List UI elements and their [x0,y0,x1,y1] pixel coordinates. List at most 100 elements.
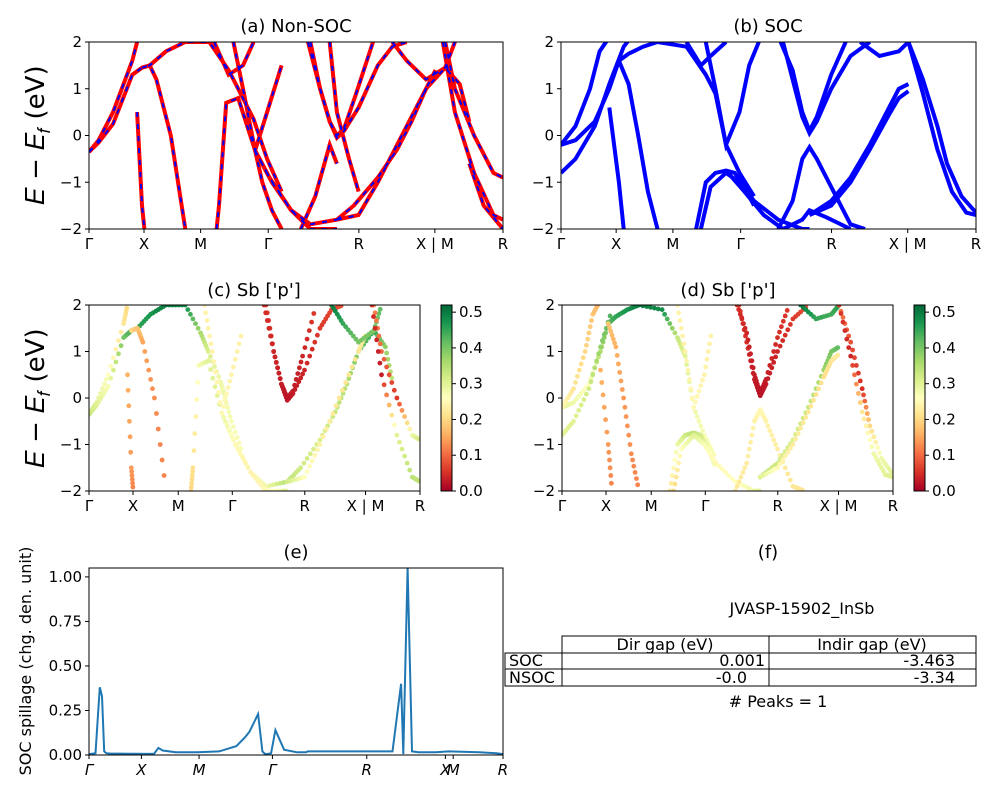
panel-d-point [771,437,777,443]
panel-d-point [744,460,750,466]
panel-c-point [223,421,229,426]
panel-d-point [600,392,606,398]
panel-d-point [852,372,857,378]
panel-c-point [307,463,313,469]
panel-c-point [268,333,273,339]
panel-c-point [214,379,220,385]
panel-c-xtick-label: R [300,497,310,515]
panel-d-point [635,482,641,488]
panel-c-point [333,403,339,409]
panel-d-point [848,339,854,345]
panel-d-point [785,471,791,477]
panel-d-point [587,324,593,330]
panel-c-point [399,446,405,452]
panel-d-cbar-tick-label: 0.1 [932,446,956,464]
panel-d-point [775,446,780,452]
panel-c-point [189,477,195,482]
panel-d-point [682,353,688,359]
panel-d-point [627,442,633,447]
panel-c-point [226,409,232,415]
panel-c-point [128,449,134,455]
panel-d-point [869,444,875,450]
panel-d-point [765,423,771,429]
panel-c-point [300,353,305,359]
panel-d-xtick-label: Γ [558,497,567,515]
panel-d-point [850,363,855,368]
panel-c-point [264,318,270,323]
panel-d-point [601,404,607,410]
panel-b-band-14 [808,89,910,217]
panel-c-point [307,451,313,457]
panel-d-point [625,423,630,429]
panel-c-point [148,377,154,382]
panel-c-point [374,318,379,323]
panel-c-point [272,354,278,360]
panel-c-point [309,458,315,464]
panel-c-point [297,365,302,371]
panel-d-point [590,372,596,378]
panel-c-xtick-label: M [172,497,185,515]
panel-c-point [385,356,391,362]
panel-d-ytick-label: 1 [545,343,555,361]
panel-d-point [720,466,725,472]
panel-f-title: (f) [758,542,778,563]
panel-d-point [693,409,698,415]
panel-d-point [741,321,746,326]
panel-c-point [377,360,383,366]
panel-c-point [338,305,344,309]
panel-c-title: (c) Sb ['p'] [207,280,301,301]
panel-d-point [857,400,863,405]
panel-d-point [700,377,705,383]
panel-d-point [745,337,751,343]
panel-d-point [852,355,857,361]
panel-c-point [304,360,310,366]
panel-d-point [609,332,615,338]
panel-d-point [622,404,628,410]
panel-c-point [207,333,213,339]
panel-c-point [105,384,111,389]
panel-e-xtick-label: R [362,761,372,779]
panel-c-point [208,354,213,359]
panel-c-point [155,426,161,432]
panel-c-point [108,363,114,369]
panel-d-point [867,437,873,443]
panel-d-point [782,465,788,471]
panel-d-xtick-label: X | M [820,497,858,515]
panel-d-point [648,305,653,310]
panel-d-point [601,332,607,337]
panel-c-point [312,339,318,345]
panel-d-point [744,330,750,336]
panel-c-point [190,469,196,474]
panel-c-point [227,378,233,384]
panel-d-point [687,377,692,382]
panel-d-point [779,324,784,330]
panel-c-point [271,349,277,354]
panel-d-xtick-label: R [888,497,898,515]
panel-c-point [203,310,209,316]
panel-d-point [782,453,788,459]
panel-c-point [340,387,345,393]
panel-d-point [780,338,786,343]
panel-c-point [205,325,211,331]
panel-c-point [105,372,111,378]
panel-a-band-blue-17 [441,42,503,221]
panel-d-point [769,356,775,361]
panel-c-point [126,403,132,409]
panel-d-cbar-tick-label: 0.2 [932,410,956,428]
panel-d-point [652,305,657,311]
panel-d-point [628,451,634,457]
panel-a-band-blue-10 [328,42,360,192]
panel-d-point [875,445,880,450]
panel-d-point [691,404,696,410]
table-row-soc-indir: -3.463 [903,651,955,670]
panel-d-point [604,429,610,435]
panel-c-xtick-label: Γ [228,497,237,515]
panel-b-band-16 [906,42,976,214]
table-row-soc-label: SOC [509,651,543,670]
panel-d-point [871,451,877,457]
panel-c-point [274,481,279,487]
panel-d-point [788,477,793,483]
panel-b-xtick-label: X | M [889,235,927,253]
panel-b-band-9 [724,169,852,229]
